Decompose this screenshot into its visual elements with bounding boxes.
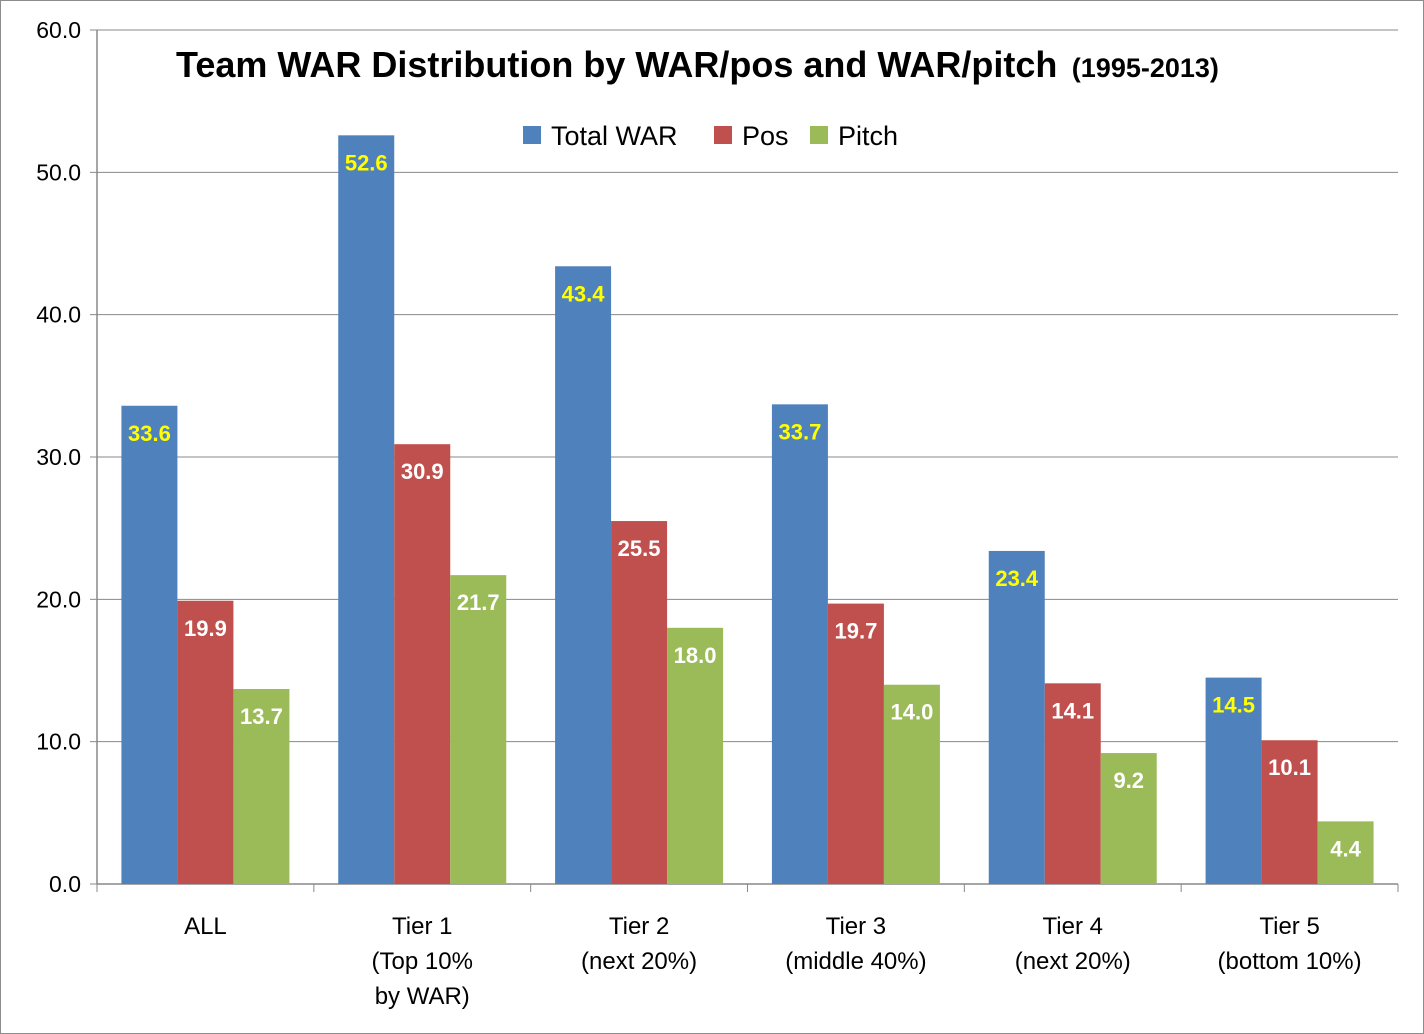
data-label: 4.4 xyxy=(1330,836,1361,861)
bar xyxy=(338,135,395,884)
data-label: 33.7 xyxy=(779,419,822,444)
bars xyxy=(121,135,1374,885)
bar xyxy=(827,603,884,884)
x-axis-categories: ALL Tier 1 (Top 10% by WAR) Tier 2 (next 20%)… xyxy=(184,913,1362,1010)
bar xyxy=(1317,821,1374,884)
x-category-label: Tier 2 (next 20%) xyxy=(581,913,697,975)
legend-label: Total WAR xyxy=(551,121,678,151)
bar xyxy=(883,684,940,884)
bar xyxy=(1261,740,1318,884)
data-label: 33.6 xyxy=(128,421,171,446)
legend-swatch xyxy=(810,126,828,144)
y-tick-label: 0.0 xyxy=(49,871,81,897)
x-category-label: ALL xyxy=(184,913,227,940)
legend-label: Pitch xyxy=(838,121,898,151)
bar xyxy=(1205,677,1262,884)
axes xyxy=(96,30,1399,892)
bar xyxy=(1044,683,1101,884)
y-tick-label: 60.0 xyxy=(36,17,81,43)
bar xyxy=(121,405,178,884)
legend-label: Pos xyxy=(742,121,789,151)
data-label: 19.9 xyxy=(184,616,227,641)
data-label: 14.1 xyxy=(1051,698,1094,723)
y-tick-label: 20.0 xyxy=(36,586,81,612)
y-tick-label: 30.0 xyxy=(36,444,81,470)
bar xyxy=(177,600,234,884)
legend: Total WAR Pos Pitch xyxy=(523,121,898,151)
bar xyxy=(555,266,612,885)
chart-title-main: Team WAR Distribution by WAR/pos and WAR… xyxy=(176,44,1057,85)
data-label: 25.5 xyxy=(618,536,661,561)
data-label: 18.0 xyxy=(674,643,717,668)
chart-title-suffix: (1995-2013) xyxy=(1072,53,1219,83)
data-label: 21.7 xyxy=(457,590,500,615)
x-category-label: Tier 3 (middle 40%) xyxy=(785,913,926,975)
legend-swatch xyxy=(714,126,732,144)
x-category-label: Tier 5 (bottom 10%) xyxy=(1218,913,1362,975)
y-tick-label: 50.0 xyxy=(36,159,81,185)
y-axis-ticks: 0.0 10.0 20.0 30.0 40.0 50.0 60.0 xyxy=(36,17,97,897)
data-label: 14.0 xyxy=(891,700,934,725)
data-label: 10.1 xyxy=(1268,755,1311,780)
bar xyxy=(1100,753,1157,884)
data-label: 30.9 xyxy=(401,459,444,484)
bar xyxy=(988,550,1045,884)
bar xyxy=(233,689,290,884)
bar xyxy=(394,444,451,884)
gridlines xyxy=(97,29,1398,885)
data-label: 43.4 xyxy=(562,281,606,306)
data-label: 9.2 xyxy=(1113,768,1144,793)
data-label: 52.6 xyxy=(345,150,388,175)
y-tick-label: 10.0 xyxy=(36,729,81,755)
legend-swatch xyxy=(523,126,541,144)
y-tick-label: 40.0 xyxy=(36,302,81,328)
x-category-label: Tier 4 (next 20%) xyxy=(1015,913,1131,975)
data-label: 13.7 xyxy=(240,704,283,729)
data-label: 19.7 xyxy=(835,619,878,644)
x-category-label: Tier 1 (Top 10% by WAR) xyxy=(372,913,473,1010)
chart-title: Team WAR Distribution by WAR/pos and WAR… xyxy=(176,44,1219,85)
data-label: 14.5 xyxy=(1212,693,1255,718)
bar xyxy=(450,575,507,884)
bar xyxy=(667,627,724,884)
bar xyxy=(771,404,828,884)
data-labels: 33.6 52.6 43.4 33.7 23.4 14.5 19.9 30.9 25.5 19.7… xyxy=(128,150,1362,861)
bar xyxy=(611,521,668,884)
data-label: 23.4 xyxy=(995,566,1039,591)
